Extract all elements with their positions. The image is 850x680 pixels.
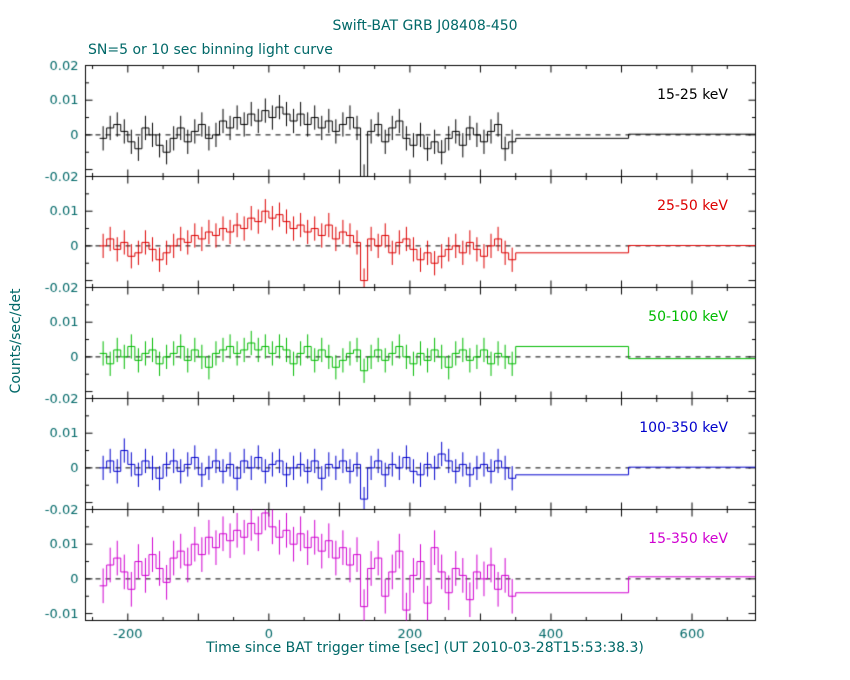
band-label-50-100-kev: 50-100 keV	[648, 309, 728, 325]
page-title: Swift-BAT GRB J08408-450	[332, 18, 518, 34]
chart-subtitle: SN=5 or 10 sec binning light curve	[88, 42, 333, 58]
band-label-15-25-kev: 15-25 keV	[657, 87, 728, 103]
y-axis-label: Counts/sec/det	[8, 288, 24, 394]
band-label-100-350-kev: 100-350 keV	[639, 420, 728, 436]
band-label-25-50-kev: 25-50 keV	[657, 198, 728, 214]
x-axis-label: Time since BAT trigger time [sec] (UT 20…	[206, 640, 644, 656]
band-label-15-350-kev: 15-350 keV	[648, 531, 728, 547]
